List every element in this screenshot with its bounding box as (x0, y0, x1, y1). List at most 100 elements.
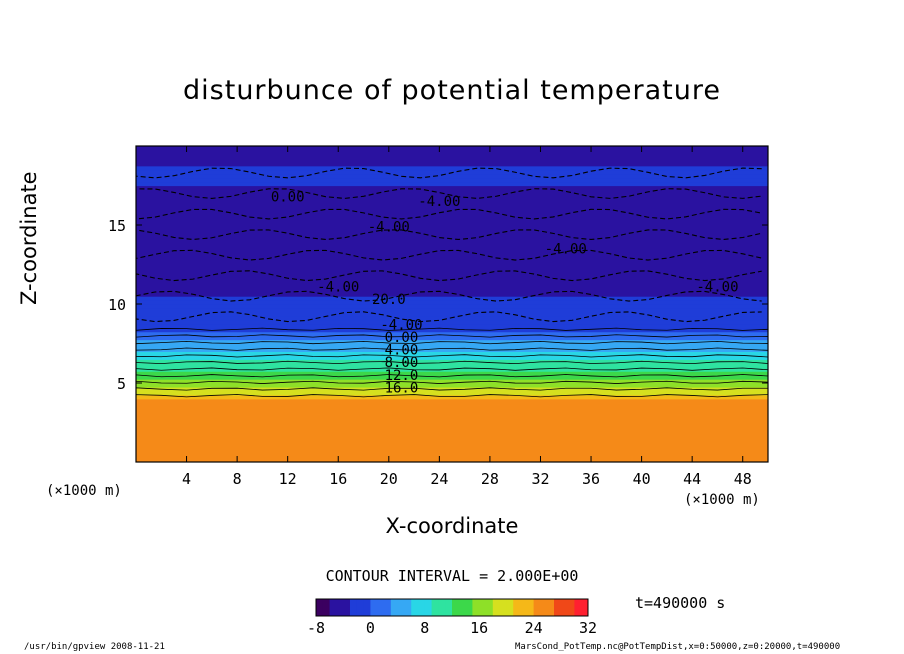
heatmap-band (136, 225, 768, 230)
heatmap-band (136, 323, 768, 329)
heatmap-band (136, 434, 768, 439)
time-label: t=490000 s (635, 594, 726, 612)
heatmap-band (136, 217, 768, 222)
contour-line-negative (136, 311, 762, 323)
colorbar-cell (370, 599, 378, 616)
x-axis-label: X-coordinate (385, 514, 519, 538)
colorbar-cell (431, 599, 439, 616)
colorbar-cell (547, 599, 555, 616)
heatmap-band (136, 149, 768, 155)
y-tick-label: 15 (108, 217, 126, 235)
y-tick-label: 10 (108, 296, 126, 314)
contour-label: -4.00 (545, 241, 587, 257)
contour-line-negative (136, 208, 762, 220)
heatmap-plot-area (136, 146, 768, 462)
x-tick-label: 16 (329, 470, 347, 488)
contour-label: -4.00 (696, 279, 738, 295)
contour-line (136, 327, 768, 331)
heatmap-band (136, 165, 768, 171)
colorbar-cell (390, 599, 399, 616)
colorbar-cell (445, 599, 453, 616)
heatmap-band (136, 213, 768, 218)
colorbar-cell (452, 599, 460, 616)
heatmap-band (136, 244, 768, 250)
heatmap-band (136, 146, 768, 151)
contour-interval-text: CONTOUR INTERVAL = 2.000E+00 (325, 567, 579, 585)
colorbar-tick-label: 32 (579, 619, 597, 637)
heatmap-band (136, 327, 768, 333)
heatmap-band (136, 185, 768, 191)
contour-line (136, 374, 768, 378)
contour-label: 12.0 (385, 368, 419, 384)
colorbar-cell (404, 599, 412, 616)
heatmap-band (136, 386, 768, 392)
colorbar-cell (533, 599, 541, 616)
footer-right: MarsCond_PotTemp.nc@PotTempDist,x=0:5000… (515, 642, 841, 652)
heatmap-band (136, 430, 768, 435)
x-tick-label: 48 (734, 470, 752, 488)
heatmap-band (136, 240, 768, 246)
heatmap-band (136, 438, 768, 443)
contour-line-negative (136, 270, 762, 282)
contour-label: -4.00 (317, 279, 359, 295)
colorbar-cell (336, 599, 344, 616)
heatmap-band (136, 272, 768, 277)
x-tick-label: 20 (380, 470, 398, 488)
contour-label: -4.00 (380, 317, 422, 333)
colorbar-tick-label: 16 (470, 619, 488, 637)
y-axis-ticks: 5 10 15 (108, 217, 768, 393)
heatmap-band (136, 221, 768, 226)
heatmap-band (136, 173, 768, 179)
heatmap-band (136, 450, 768, 455)
contour-label: 0.00 (271, 189, 305, 205)
colorbar-cell (567, 599, 575, 616)
colorbar-cell (499, 599, 507, 616)
heatmap-band (136, 446, 768, 451)
heatmap-band (136, 201, 768, 206)
y-axis-label: Z-coordinate (17, 171, 42, 305)
heatmap-band (136, 197, 768, 202)
heatmap-band (136, 426, 768, 431)
x-tick-label: 4 (182, 470, 191, 488)
contour-line-negative (136, 229, 762, 241)
heatmap-band (136, 169, 768, 175)
contour-label: 4.00 (385, 343, 419, 359)
heatmap-band (136, 398, 768, 404)
contour-line (136, 367, 768, 371)
heatmap-band (136, 181, 768, 187)
colorbar-cell (411, 599, 419, 616)
heatmap-band (136, 335, 768, 341)
heatmap-band (136, 406, 768, 412)
heatmap-band (136, 280, 768, 285)
heatmap-band (136, 189, 768, 194)
contour-line (136, 354, 768, 358)
heatmap-band (136, 311, 768, 317)
chart-title: disturbunce of potential temperature (183, 75, 721, 106)
heatmap-band (136, 355, 768, 360)
colorbar-cell (438, 599, 446, 616)
colorbar-cell (554, 599, 562, 616)
contour-line (136, 334, 768, 338)
y-unit-label: (×1000 m) (46, 483, 122, 499)
heatmap-band (136, 264, 768, 270)
contour-labels: 0.00 -4.00-4.00-4.00-4.00 -4.00-4.000.004.… (271, 189, 739, 396)
heatmap-band (136, 209, 768, 214)
contour-label: -4.00 (418, 194, 460, 210)
colorbar-cell (356, 599, 365, 616)
contour-line (136, 347, 768, 351)
colorbar: -8 0 8 16 24 32 (307, 598, 597, 637)
x-unit-label: (×1000 m) (684, 492, 760, 508)
colorbar-cell (574, 599, 582, 616)
heatmap-band (136, 319, 768, 325)
heatmap-band (136, 307, 768, 313)
colorbar-cell (424, 599, 433, 616)
colorbar-cell (322, 599, 331, 616)
heatmap-band (136, 458, 768, 462)
colorbar-tick-label: -8 (307, 619, 325, 637)
heatmap-band (136, 422, 768, 428)
heatmap-band (136, 153, 768, 159)
colorbar-cell (486, 599, 494, 616)
heatmap-band (136, 161, 768, 167)
heatmap-band (136, 347, 768, 352)
